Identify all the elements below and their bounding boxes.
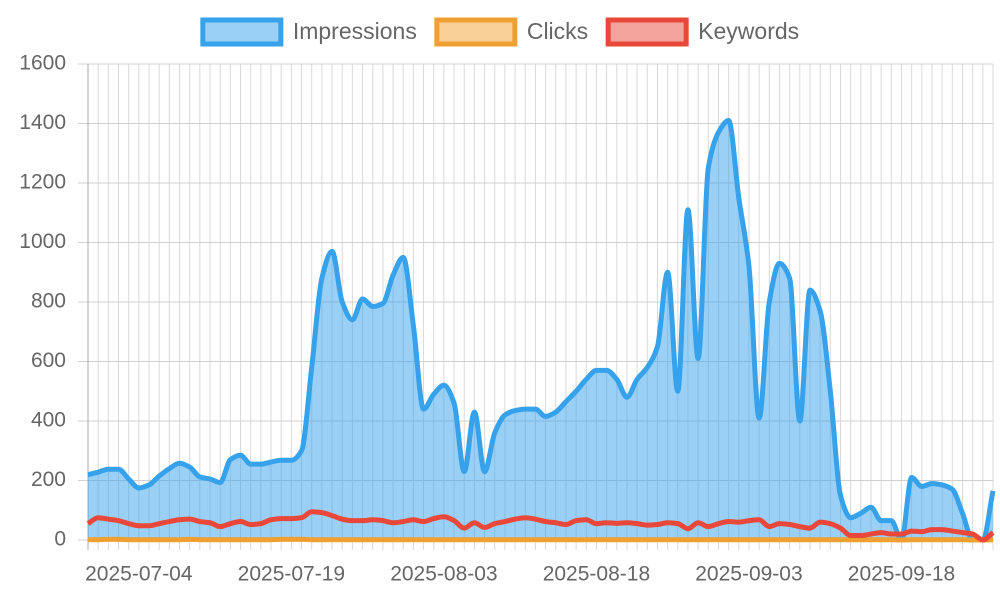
legend-swatch (434, 17, 518, 47)
line (87, 118, 996, 543)
line (86, 509, 995, 543)
y-tick-label: 0 (54, 528, 66, 551)
x-tick-label: 2025-08-03 (390, 563, 497, 586)
x-tick-label: 2025-09-18 (848, 563, 955, 586)
y-tick-label: 800 (31, 290, 66, 313)
legend-label: Impressions (293, 18, 417, 44)
legend-label: Clicks (527, 18, 588, 44)
y-tick-label: 1400 (19, 111, 66, 134)
legend-swatch (200, 17, 284, 47)
y-tick-label: 200 (31, 468, 66, 491)
legend-swatch (605, 17, 689, 47)
area (88, 120, 993, 541)
y-tick-label: 400 (31, 409, 66, 432)
y-tick-label: 1000 (19, 230, 66, 253)
y-tick-label: 1200 (19, 171, 66, 194)
x-tick-label: 2025-09-03 (695, 563, 802, 586)
y-tick-label: 1600 (19, 52, 66, 75)
y-tick-label: 600 (31, 349, 66, 372)
x-tick-label: 2025-07-04 (85, 563, 193, 586)
line (88, 536, 994, 543)
x-tick-label: 2025-08-18 (543, 563, 650, 586)
legend-label: Keywords (698, 18, 799, 44)
x-tick-label: 2025-07-19 (238, 563, 345, 586)
